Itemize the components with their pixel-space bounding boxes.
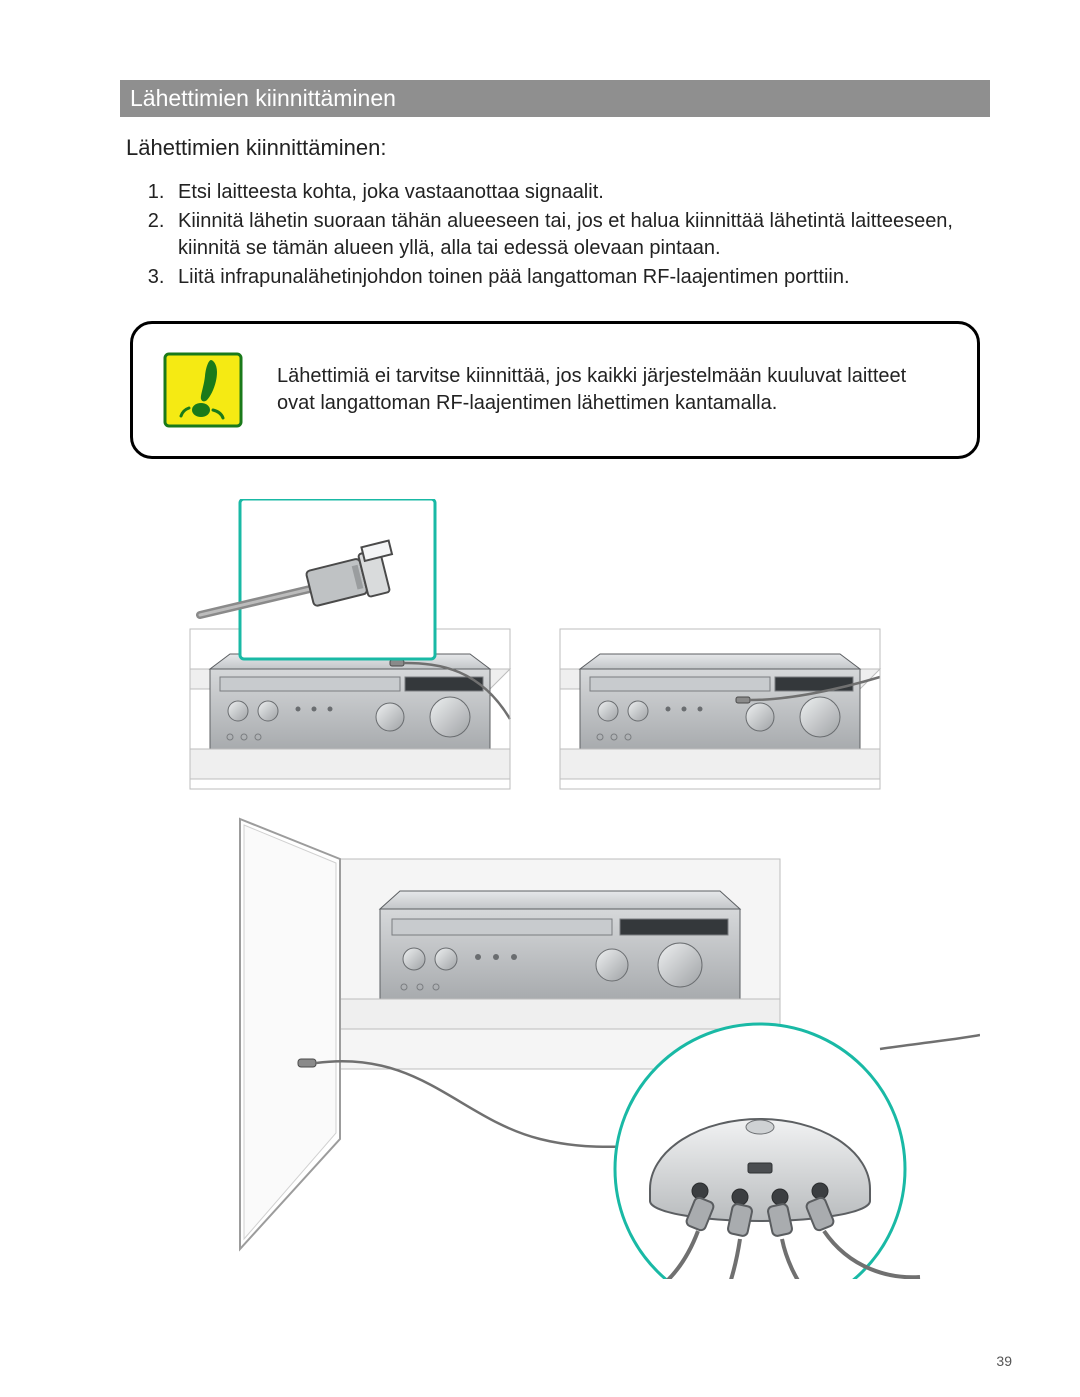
page-number: 39 [996,1353,1012,1369]
warning-icon [161,350,245,430]
section-title-bar: Lähettimien kiinnittäminen [120,80,990,117]
step-2: Kiinnitä lähetin suoraan tähän alueeseen… [170,208,990,262]
note-text: Lähettimiä ei tarvitse kiinnittää, jos k… [277,363,949,417]
instruction-figures [120,499,990,1279]
step-1: Etsi laitteesta kohta, joka vastaanottaa… [170,179,990,206]
step-3: Liitä infrapunalähetinjohdon toinen pää … [170,264,990,291]
steps-list: Etsi laitteesta kohta, joka vastaanottaa… [170,179,990,291]
note-callout: Lähettimiä ei tarvitse kiinnittää, jos k… [130,321,980,459]
section-subtitle: Lähettimien kiinnittäminen: [126,135,990,161]
